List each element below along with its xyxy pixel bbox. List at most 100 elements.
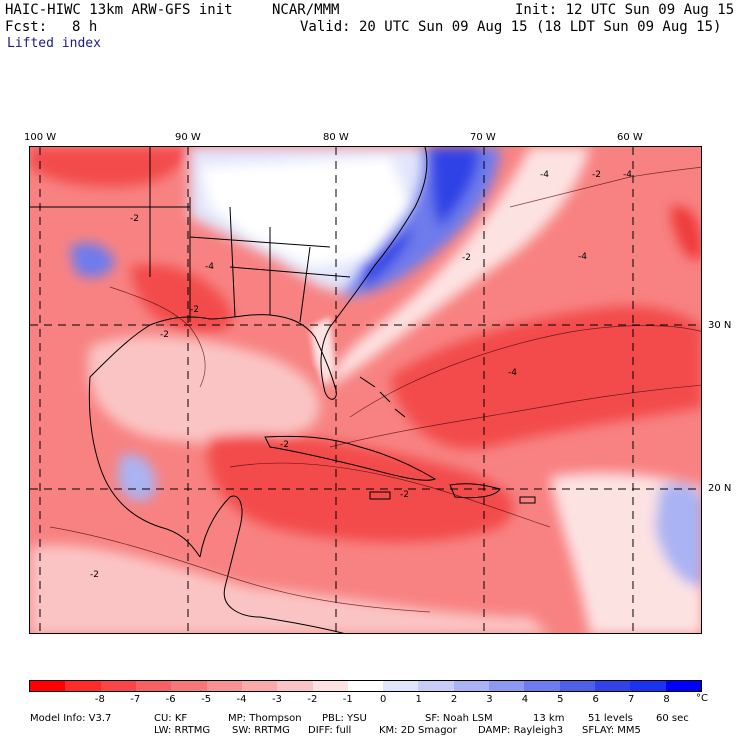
contour-label: -2 <box>592 170 601 180</box>
model-info-cu: CU: KF <box>154 713 188 724</box>
colorbar-tick-label: -6 <box>165 694 176 705</box>
colorbar-swatch <box>383 681 419 691</box>
field-name: Lifted index <box>7 36 101 51</box>
model-info-sflay: SFLAY: MM5 <box>582 725 641 736</box>
contour-label: -4 <box>508 368 517 378</box>
colorbar-tick-label: -5 <box>201 694 212 705</box>
lon-label-100w: 100 W <box>24 132 57 143</box>
central-america-coast <box>259 616 345 633</box>
puerto-rico <box>519 496 536 504</box>
lifted-index-map: -4 -2 -4 -2 -4 -2 -4 -2 -2 -4 -2 -2 -2 <box>29 146 702 634</box>
contour-label: -4 <box>623 170 632 180</box>
model-info-label: Model Info: V3.7 <box>30 713 112 724</box>
blue-patch-texas <box>70 242 115 278</box>
colorbar-tick-label: 2 <box>450 694 458 705</box>
colorbar-tick-label: -8 <box>94 694 105 705</box>
lon-label-80w: 80 W <box>323 132 349 143</box>
model-info-mp: MP: Thompson <box>228 713 302 724</box>
light-zone-gulf <box>88 336 320 444</box>
colorbar-swatch <box>665 681 701 691</box>
lon-label-70w: 70 W <box>470 132 496 143</box>
contour-label: -4 <box>578 252 587 262</box>
blue-patch-east <box>655 483 701 587</box>
forecast-label: Fcst: <box>5 19 48 35</box>
bahamas <box>359 376 406 418</box>
contour-labels: -4 -2 -4 -2 -4 -2 -4 -2 -2 -4 -2 -2 -2 <box>90 170 632 580</box>
blue-core-carolinas <box>360 227 415 287</box>
colorbar-swatch <box>171 681 207 691</box>
model-info-damp: DAMP: Rayleigh3 <box>478 725 564 736</box>
model-info-timestep: 60 sec <box>656 713 689 724</box>
organization-label: NCAR/MMM <box>272 2 340 18</box>
contour-label: -4 <box>205 262 214 272</box>
colorbar-swatch <box>100 681 136 691</box>
colorbar-swatch <box>524 681 560 691</box>
contour-label: -4 <box>540 170 549 180</box>
init-time: Init: 12 UTC Sun 09 Aug 15 <box>515 2 735 18</box>
colorbar-tick-label: 7 <box>627 694 635 705</box>
strong-neg-north-gulf-coast <box>130 264 233 334</box>
colorbar-swatch <box>453 681 490 691</box>
colorbar-tick-label: -2 <box>307 694 318 705</box>
colorbar-tick-label: -3 <box>271 694 282 705</box>
strong-neg-caribbean <box>207 434 514 542</box>
yucatan <box>199 495 261 618</box>
colorbar-tick-label: -4 <box>236 694 247 705</box>
contours <box>49 166 701 613</box>
strong-neg-atlantic <box>390 306 701 449</box>
colorbar-swatch <box>630 681 666 691</box>
cuba <box>264 435 437 481</box>
colorbar-swatch <box>489 681 525 691</box>
colorbar-tick-label: 0 <box>380 694 387 705</box>
map-svg: -4 -2 -4 -2 -4 -2 -4 -2 -2 -4 -2 -2 -2 <box>30 147 701 633</box>
blue-core-north <box>430 147 480 227</box>
strong-neg-east-core <box>670 206 701 260</box>
graticule <box>30 147 701 633</box>
model-info-diff: DIFF: full <box>308 725 352 736</box>
texas-mexico-coast <box>88 376 201 558</box>
model-info-levels: 51 levels <box>588 713 633 724</box>
lat-label-30n: 30 N <box>708 320 732 331</box>
valid-time: Valid: 20 UTC Sun 09 Aug 15 (18 LDT Sun … <box>300 19 722 35</box>
model-info-resolution: 13 km <box>533 713 565 724</box>
light-zone-atlantic-band <box>330 147 590 387</box>
model-info-sw: SW: RRTMG <box>232 725 290 736</box>
contour-label: -2 <box>160 330 169 340</box>
forecast-hour: 8 h <box>72 19 98 35</box>
colorbar-tick-label: 5 <box>557 694 564 705</box>
lon-label-90w: 90 W <box>175 132 201 143</box>
colorbar-tick-label: 3 <box>486 694 493 705</box>
colorbar-tick-label: 6 <box>592 694 599 705</box>
jamaica <box>369 491 391 500</box>
colorbar-swatch <box>418 681 454 691</box>
colorbar-swatch <box>595 681 631 691</box>
colorbar-tick-label: 4 <box>521 694 529 705</box>
contour-label: -2 <box>190 305 199 315</box>
colorbar-tick-label: -7 <box>130 694 141 705</box>
contour-label: -2 <box>400 490 409 500</box>
colorbar <box>29 680 702 692</box>
colorbar-swatch <box>65 681 101 691</box>
lat-label-20n: 20 N <box>708 483 732 494</box>
contour-label: -2 <box>90 570 99 580</box>
colorbar-swatch <box>241 681 278 691</box>
colorbar-swatch <box>559 681 595 691</box>
us-interior-light <box>200 157 410 267</box>
colorbar-swatch <box>277 681 313 691</box>
contour-label: -2 <box>280 440 289 450</box>
colorbar-swatch <box>206 681 242 691</box>
coastlines <box>30 147 536 633</box>
colorbar-unit: °C <box>696 693 708 704</box>
colorbar-tick-label: 8 <box>663 694 670 705</box>
colorbar-swatch <box>30 681 66 691</box>
colorbar-swatch <box>347 681 384 691</box>
lon-label-60w: 60 W <box>617 132 643 143</box>
colorbar-swatch <box>135 681 172 691</box>
model-title: HAIC-HIWC 13km ARW-GFS init <box>5 2 233 18</box>
model-info-lw: LW: RRTMG <box>154 725 211 736</box>
colorbar-tick-label: -1 <box>342 694 353 705</box>
model-info-sf: SF: Noah LSM <box>425 713 493 724</box>
contour-label: -2 <box>462 253 471 263</box>
state-lines <box>30 147 351 323</box>
contour-label: -2 <box>130 214 139 224</box>
